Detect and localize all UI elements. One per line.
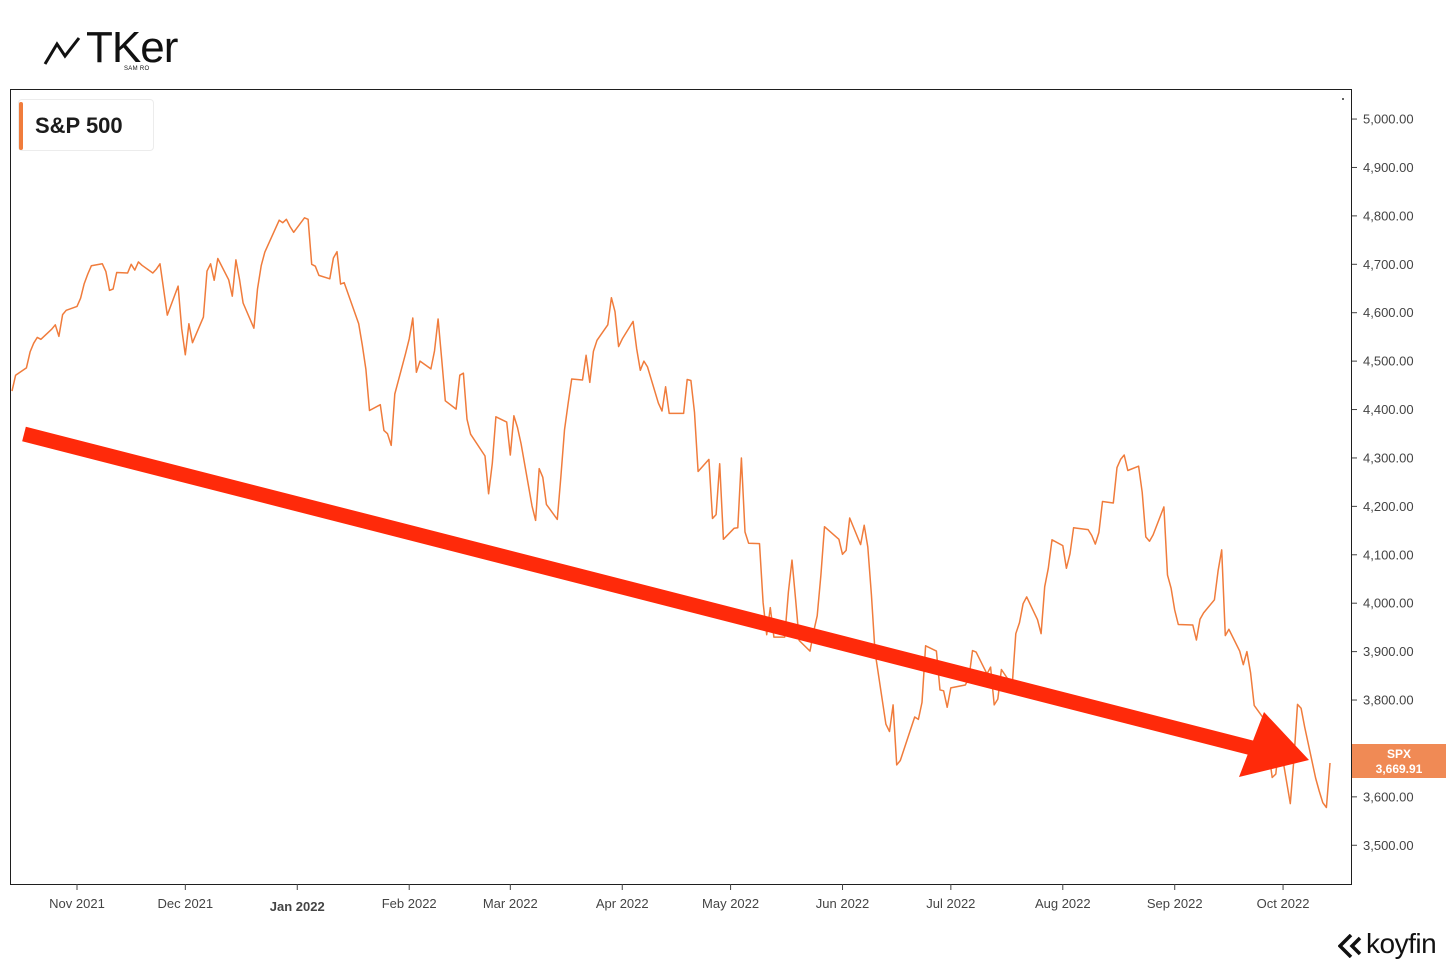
y-tick-label: 3,500.00 [1363, 838, 1414, 853]
ticker-label: SPX [1386, 747, 1411, 761]
y-tick-label: 3,800.00 [1363, 693, 1414, 708]
x-tick-label: Dec 2021 [157, 896, 213, 911]
koyfin-logo: koyfin [1336, 928, 1446, 964]
y-tick-label: 3,900.00 [1363, 644, 1414, 659]
last-price-tag: SPX 3,669.91 [1352, 744, 1446, 778]
y-tick-label: 4,700.00 [1363, 257, 1414, 272]
x-tick-label: Apr 2022 [596, 896, 649, 911]
downtrend-arrow [22, 426, 1309, 777]
y-tick-label: 4,900.00 [1363, 160, 1414, 175]
legend-label: S&P 500 [35, 113, 123, 138]
brand-byline: SAM RO [124, 66, 150, 72]
x-tick-label: Jun 2022 [816, 896, 870, 911]
x-axis: Nov 2021 Dec 2021 Jan 2022 Feb 2022 Mar 2022… [49, 884, 1309, 914]
x-tick-label: May 2022 [702, 896, 759, 911]
x-tick-label: Feb 2022 [382, 896, 437, 911]
trend-line-icon [43, 37, 81, 65]
y-tick-label: 5,000.00 [1363, 112, 1414, 127]
y-tick-label: 4,000.00 [1363, 596, 1414, 611]
series-legend[interactable]: S&P 500 [18, 99, 154, 151]
chart-frame [10, 89, 1352, 885]
last-price-value: 3,669.91 [1375, 762, 1423, 776]
legend-swatch [19, 102, 23, 150]
brand-name: TKer [86, 23, 178, 72]
koyfin-chevron-icon [1338, 934, 1362, 958]
x-tick-label: Sep 2022 [1147, 896, 1203, 911]
y-tick-label: 4,600.00 [1363, 305, 1414, 320]
x-tick-label: Nov 2021 [49, 896, 105, 911]
y-tick-label: 4,200.00 [1363, 499, 1414, 514]
brand-logo: TKer SAM RO [40, 22, 210, 78]
koyfin-name: koyfin [1366, 928, 1437, 959]
y-tick-label: 4,100.00 [1363, 547, 1414, 562]
y-axis: 5,000.00 4,900.00 4,800.00 4,700.00 4,600.00… [1352, 112, 1414, 853]
y-tick-label: 3,600.00 [1363, 789, 1414, 804]
x-tick-label: Jan 2022 [270, 899, 325, 914]
x-tick-label: Aug 2022 [1035, 896, 1091, 911]
y-tick-label: 4,400.00 [1363, 402, 1414, 417]
x-tick-label: Jul 2022 [926, 896, 975, 911]
x-tick-label: Oct 2022 [1257, 896, 1310, 911]
x-tick-label: Mar 2022 [483, 896, 538, 911]
y-tick-label: 4,500.00 [1363, 354, 1414, 369]
y-tick-label: 4,800.00 [1363, 208, 1414, 223]
y-tick-label: 4,300.00 [1363, 450, 1414, 465]
corner-dot [1342, 98, 1344, 100]
spx-price-line [11, 217, 1331, 809]
